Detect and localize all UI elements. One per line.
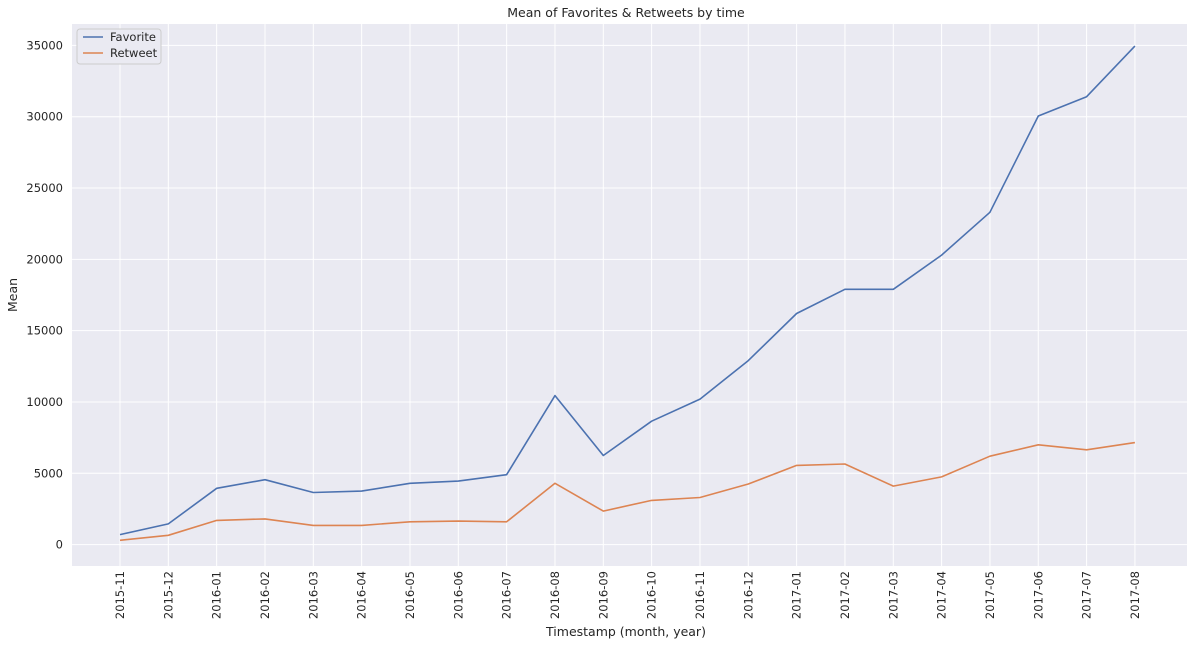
series-lines <box>119 45 1136 542</box>
y-tick-label: 5000 <box>34 466 63 480</box>
x-tick-label: 2017-02 <box>838 571 852 619</box>
y-tick-label: 25000 <box>26 181 63 195</box>
y-tick-label: 20000 <box>26 252 63 266</box>
x-tick-label: 2016-02 <box>258 571 272 619</box>
y-axis-label: Mean <box>5 278 20 312</box>
legend-label-favorite: Favorite <box>110 30 156 44</box>
x-tick-label: 2016-01 <box>210 571 224 619</box>
x-tick-label: 2017-01 <box>790 571 804 619</box>
legend-label-retweet: Retweet <box>110 46 158 60</box>
series-line-retweet <box>119 441 1136 542</box>
x-tick-label: 2016-03 <box>306 571 320 619</box>
x-axis-label: Timestamp (month, year) <box>545 624 706 639</box>
x-tick-label: 2016-08 <box>548 571 562 619</box>
x-tick-label: 2016-09 <box>596 571 610 619</box>
x-tick-label: 2017-06 <box>1031 571 1045 619</box>
y-axis-ticks: 0 5000 10000 15000 20000 25000 30000 35000 <box>26 38 63 551</box>
x-tick-label: 2016-05 <box>403 571 417 619</box>
x-tick-label: 2016-11 <box>693 571 707 619</box>
chart-title: Mean of Favorites & Retweets by time <box>507 5 745 20</box>
y-tick-label: 0 <box>56 538 63 552</box>
x-tick-label: 2017-07 <box>1080 571 1094 619</box>
y-tick-label: 15000 <box>26 324 63 338</box>
x-axis-ticks: 2015-11 2015-12 2016-01 2016-02 2016-03 2016-… <box>113 571 1142 619</box>
x-tick-label: 2017-03 <box>886 571 900 619</box>
x-tick-label: 2017-04 <box>935 571 949 619</box>
horizontal-gridlines <box>72 44 1187 546</box>
plot-area <box>72 24 1187 566</box>
y-tick-label: 35000 <box>26 38 63 52</box>
x-tick-label: 2017-05 <box>983 571 997 619</box>
y-tick-label: 10000 <box>26 395 63 409</box>
x-tick-label: 2016-12 <box>741 571 755 619</box>
x-tick-label: 2017-08 <box>1128 571 1142 619</box>
x-tick-label: 2016-10 <box>645 571 659 619</box>
x-tick-label: 2016-04 <box>355 571 369 619</box>
legend: Favorite Retweet <box>76 28 162 65</box>
x-tick-label: 2016-07 <box>500 571 514 619</box>
x-tick-label: 2015-12 <box>161 571 175 619</box>
x-tick-label: 2016-06 <box>451 571 465 619</box>
vertical-gridlines <box>119 24 1136 566</box>
y-tick-label: 30000 <box>26 110 63 124</box>
series-line-favorite <box>119 45 1136 536</box>
x-tick-label: 2015-11 <box>113 571 127 619</box>
